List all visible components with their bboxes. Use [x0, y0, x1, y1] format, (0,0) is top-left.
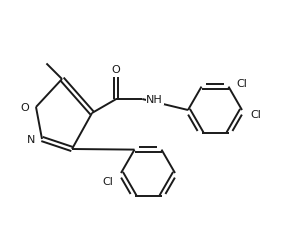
Text: N: N	[26, 134, 35, 144]
Text: O: O	[112, 65, 121, 75]
Text: NH: NH	[146, 94, 163, 105]
Text: O: O	[20, 103, 29, 112]
Text: Cl: Cl	[102, 176, 113, 186]
Text: Cl: Cl	[237, 78, 247, 88]
Text: Cl: Cl	[250, 110, 261, 119]
